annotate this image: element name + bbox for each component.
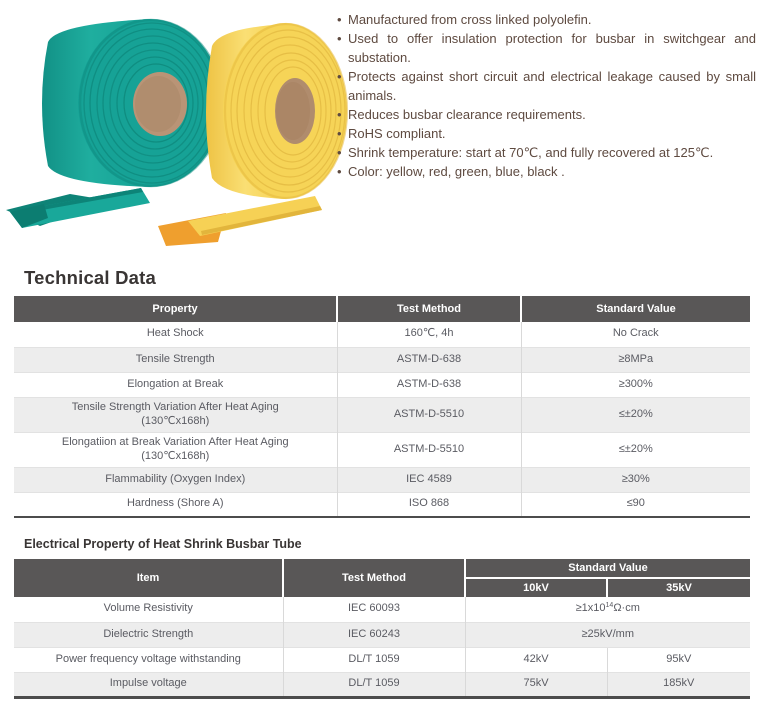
column-header-standard-value: Standard Value (463, 559, 751, 578)
column-header-item: Item (14, 559, 283, 597)
column-header-property: Property (14, 296, 337, 322)
feature-item: Used to offer insulation protection for … (337, 29, 756, 67)
table-row: Tensile Strength Variation After Heat Ag… (14, 396, 750, 432)
feature-item: Manufactured from cross linked polyolefi… (337, 10, 756, 29)
electrical-property-table: Item Test Method Standard Value 10kV 35k… (14, 559, 751, 699)
teal-tape-strip (10, 188, 150, 228)
feature-item: Protects against short circuit and elect… (337, 67, 756, 105)
column-header-10kv: 10kV (464, 577, 607, 597)
feature-list: Manufactured from cross linked polyolefi… (337, 10, 756, 181)
column-header-test-method: Test Method (282, 559, 465, 597)
table-row: Hardness (Shore A) ISO 868 ≤90 (14, 491, 750, 517)
table-header-row: Property Test Method Standard Value (14, 296, 750, 322)
table-row: Tensile Strength ASTM-D-638 ≥8MPa (14, 346, 750, 372)
table-row: Dielectric Strength IEC 60243 ≥25kV/mm (14, 621, 751, 647)
table-row: Volume Resistivity IEC 60093 ≥1x1014Ω·cm (14, 597, 751, 622)
feature-item: RoHS compliant. (337, 124, 756, 143)
table-row: Flammability (Oxygen Index) IEC 4589 ≥30… (14, 466, 750, 492)
feature-item: Color: yellow, red, green, blue, black . (337, 162, 756, 181)
yellow-roll (158, 22, 349, 246)
feature-item: Reduces busbar clearance requirements. (337, 105, 756, 124)
table-row: Heat Shock 160℃, 4h No Crack (14, 322, 750, 347)
table-row: Elongation at Break ASTM-D-638 ≥300% (14, 371, 750, 397)
product-photo (0, 0, 352, 250)
table-subheader-row: 10kV 35kV (14, 577, 751, 597)
column-header-standard-value: Standard Value (520, 296, 750, 322)
product-photo-graphic (6, 18, 349, 246)
table-row: Elongatiion at Break Variation After Hea… (14, 431, 750, 467)
electrical-property-title: Electrical Property of Heat Shrink Busba… (24, 537, 302, 551)
merged-value-cell: ≥1x1014Ω·cm (464, 597, 751, 622)
table-header-row: Item Test Method Standard Value (14, 559, 751, 597)
yellow-tape-strip (188, 196, 322, 236)
column-header-test-method: Test Method (336, 296, 521, 322)
feature-item: Shrink temperature: start at 70℃, and fu… (337, 143, 756, 162)
teal-roll (6, 18, 224, 228)
table-row: Power frequency voltage withstanding DL/… (14, 646, 751, 672)
table-row: Impulse voltage DL/T 1059 75kV 185kV (14, 671, 751, 697)
merged-value-cell: ≥25kV/mm (464, 621, 751, 647)
technical-data-title: Technical Data (24, 267, 157, 288)
column-header-35kv: 35kV (605, 577, 751, 597)
technical-data-table: Property Test Method Standard Value Heat… (14, 296, 750, 518)
